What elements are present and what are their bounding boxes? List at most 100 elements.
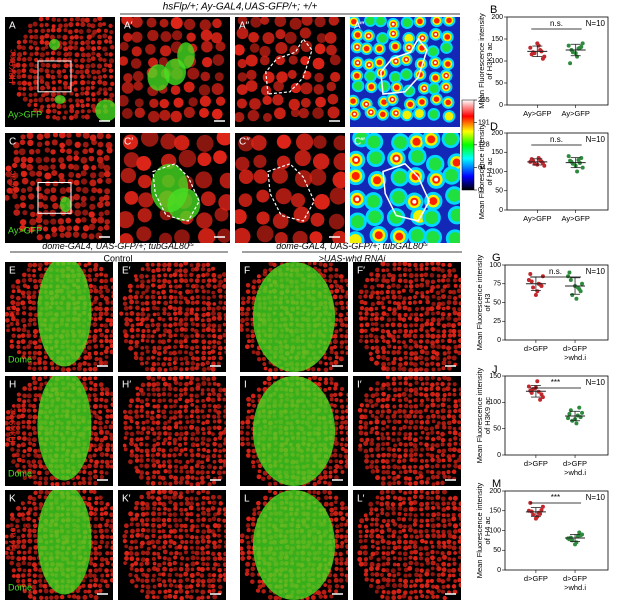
nucleus	[111, 329, 113, 334]
nucleus	[151, 277, 156, 283]
nucleus	[27, 561, 32, 567]
nucleus	[144, 560, 150, 566]
nucleus	[11, 574, 16, 578]
nucleus	[144, 448, 150, 454]
nucleus	[327, 490, 333, 495]
nucleus	[183, 18, 196, 31]
nucleus	[179, 448, 184, 453]
nucleus	[93, 344, 99, 349]
micrograph-content	[118, 490, 226, 600]
nucleus	[22, 39, 28, 44]
nucleus	[157, 481, 162, 486]
nucleus	[451, 289, 457, 295]
nucleus	[74, 28, 79, 34]
nucleus	[103, 91, 108, 96]
nucleus	[385, 339, 391, 345]
heat-spot	[419, 99, 425, 105]
heat-spot	[395, 232, 404, 241]
nucleus	[251, 460, 256, 465]
nucleus	[82, 141, 89, 148]
nucleus	[134, 290, 140, 295]
nucleus	[206, 366, 212, 371]
heat-spot	[445, 61, 451, 67]
nucleus	[102, 22, 107, 26]
nucleus	[457, 398, 461, 403]
nucleus	[162, 566, 168, 572]
nucleus	[370, 469, 376, 474]
nucleus	[178, 566, 184, 572]
micrograph-content	[5, 490, 113, 600]
nucleus	[27, 74, 33, 80]
nucleus	[260, 17, 270, 25]
nucleus	[108, 68, 114, 73]
nucleus	[97, 162, 105, 169]
nucleus	[426, 476, 431, 481]
nucleus	[224, 426, 226, 431]
nucleus	[110, 518, 113, 524]
nucleus	[413, 328, 418, 333]
nucleus	[162, 262, 168, 268]
nucleus	[212, 533, 217, 538]
nucleus	[275, 29, 286, 40]
micrograph-content	[353, 262, 461, 372]
nucleus	[322, 490, 328, 495]
nucleus	[178, 149, 197, 168]
nucleus	[75, 217, 82, 224]
nucleus	[19, 139, 26, 146]
nucleus	[334, 288, 340, 294]
nucleus	[104, 39, 109, 44]
nucleus	[15, 524, 20, 529]
nucleus	[34, 345, 38, 350]
nucleus	[374, 338, 379, 344]
nucleus	[86, 345, 92, 350]
nucleus	[161, 529, 166, 534]
nucleus	[123, 333, 129, 339]
nucleus	[162, 556, 167, 561]
nucleus	[250, 393, 256, 399]
nucleus	[207, 583, 212, 589]
nucleus	[139, 454, 144, 458]
nucleus	[168, 448, 173, 453]
nucleus	[74, 41, 79, 46]
nucleus	[151, 305, 157, 311]
nucleus	[129, 311, 135, 316]
gfp-clone	[252, 490, 336, 600]
nucleus	[32, 448, 38, 454]
nucleus	[74, 209, 82, 217]
nucleus	[327, 93, 339, 105]
heat-spot	[373, 176, 382, 185]
nucleus	[146, 334, 151, 339]
heat-spot	[426, 231, 440, 243]
nucleus	[238, 135, 254, 152]
nucleus	[39, 273, 44, 279]
nucleus	[441, 397, 447, 402]
nucleus	[82, 361, 87, 366]
nucleus	[87, 496, 92, 501]
nucleus	[27, 273, 32, 278]
nucleus	[457, 322, 461, 327]
nucleus	[183, 327, 188, 332]
nucleus	[80, 52, 86, 58]
nucleus	[21, 538, 27, 544]
nucleus	[80, 195, 87, 202]
nucleus	[74, 52, 80, 58]
nucleus	[10, 441, 16, 446]
nucleus	[369, 339, 374, 344]
nucleus	[333, 577, 339, 583]
nucleus	[338, 511, 344, 516]
nucleus	[375, 290, 380, 295]
nucleus	[441, 294, 447, 300]
nucleus	[110, 556, 113, 561]
nucleus	[110, 443, 113, 448]
nucleus	[10, 425, 15, 430]
nucleus	[98, 196, 105, 203]
nucleus	[396, 266, 402, 271]
nucleus	[58, 172, 65, 180]
nucleus	[167, 431, 172, 436]
nucleus	[139, 562, 144, 567]
nucleus	[412, 300, 418, 305]
nucleus	[5, 311, 10, 317]
nucleus	[376, 300, 381, 306]
nucleus	[135, 312, 141, 317]
nucleus	[92, 17, 98, 23]
